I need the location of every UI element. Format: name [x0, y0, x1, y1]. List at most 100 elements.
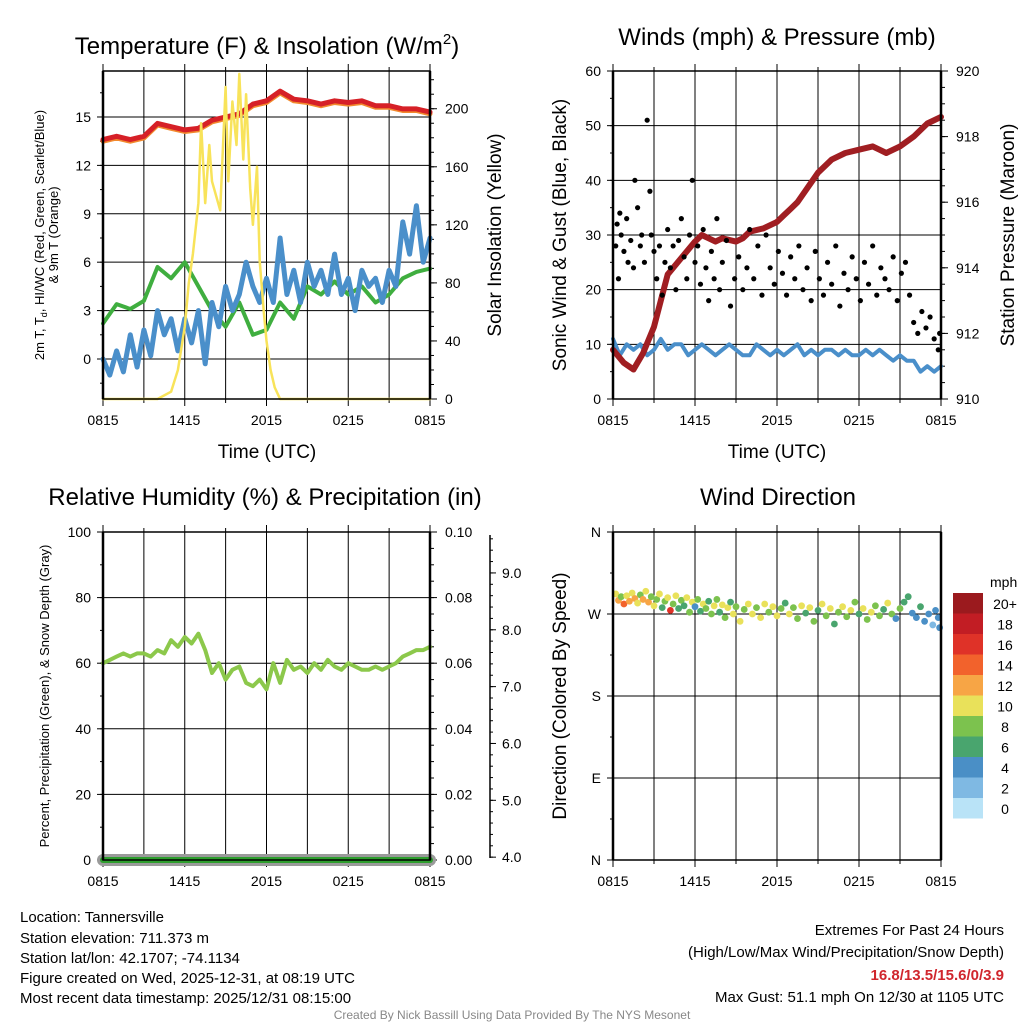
gust-point	[767, 265, 773, 271]
y3-tick-label: 4.0	[502, 849, 522, 865]
temp-y2-label: Solar Insolation (Yellow)	[485, 133, 506, 336]
gust-point	[783, 292, 790, 298]
gust-point	[894, 298, 900, 304]
wind-direction-point	[680, 602, 688, 610]
wind-direction-point	[623, 592, 631, 600]
gust-point	[812, 248, 818, 254]
x-tick-label: 0815	[925, 873, 956, 889]
temp-y-label-line2: & 9m T (Orange)	[46, 186, 61, 283]
colorbar-label: 18	[997, 617, 1013, 633]
wind-direction-point	[917, 603, 924, 611]
wind-direction-point	[727, 598, 734, 606]
extremes-fields: (High/Low/Max Wind/Precipitation/Snow De…	[688, 944, 1004, 961]
wind-direction-point	[761, 600, 769, 608]
gust-point	[841, 270, 847, 276]
wind-direction-point	[710, 602, 718, 610]
wind-direction-point	[839, 603, 846, 611]
wind-direction-point	[683, 594, 691, 601]
wind-direction-point	[658, 604, 666, 612]
gust-point	[898, 270, 904, 276]
gust-point	[747, 226, 753, 233]
wind-direction-point	[843, 613, 851, 621]
station-elevation: Station elevation: 711.373 m	[20, 930, 209, 947]
wind-direction-point	[863, 616, 871, 623]
wind-direction-point	[702, 605, 710, 612]
y-tick-label: 20	[75, 786, 91, 802]
solar-insolation-line	[101, 72, 432, 401]
y3-tick-label: 7.0	[502, 679, 522, 695]
wind-direction-point	[880, 606, 887, 613]
wind-direction-point	[736, 617, 744, 625]
gust-point	[915, 330, 921, 336]
wind-chill-line	[100, 203, 433, 378]
wind-direction-point	[802, 609, 810, 617]
gust-point	[673, 287, 679, 293]
wind-direction-point	[729, 610, 737, 618]
y-tick-label: 30	[585, 227, 601, 243]
gust-point	[662, 259, 668, 265]
gust-point	[667, 265, 674, 271]
dir-y-label: Direction (Colored By Speed)	[550, 572, 571, 819]
gust-point	[833, 243, 839, 249]
gust-point	[692, 259, 698, 265]
gust-point	[935, 347, 941, 353]
wind-direction-point	[708, 610, 715, 618]
x-tick-label: 0815	[87, 412, 118, 428]
wind-direction-point	[617, 593, 625, 601]
gust-point	[740, 287, 746, 293]
temp-y-label: 2m T, Td, HI/WC (Red, Green, Scarlet/Blu…	[32, 110, 49, 360]
gust-point	[755, 243, 761, 249]
x-tick-label: 0215	[843, 873, 874, 889]
gust-point	[630, 265, 637, 271]
wind-direction-point	[831, 620, 838, 628]
wind-direction-point	[724, 604, 732, 612]
gust-point	[706, 298, 712, 304]
gust-point	[931, 336, 937, 342]
gust-point	[771, 281, 777, 287]
gust-point	[711, 276, 717, 282]
x-tick-label: 0815	[87, 873, 118, 889]
y-tick-label: N	[591, 524, 601, 540]
y2-tick-label: 916	[956, 194, 980, 210]
wind-direction-point	[932, 606, 939, 614]
colorbar-swatch	[953, 695, 983, 716]
y-tick-label: 40	[75, 721, 91, 737]
gust-point	[684, 276, 690, 282]
wind-direction-point	[642, 587, 650, 595]
x-tick-label: 0215	[333, 873, 364, 889]
x-tick-label: 2015	[761, 412, 792, 428]
wind-direction-point	[732, 603, 740, 611]
gust-point	[656, 243, 663, 249]
wind-direction-point	[697, 607, 704, 615]
wind-direction-point	[794, 615, 801, 622]
gust-point	[670, 243, 676, 249]
wind-direction-point	[647, 593, 655, 601]
y2-tick-label: 912	[956, 325, 980, 341]
y2-tick-label: 0.00	[445, 852, 472, 868]
extremes-values: 16.8/13.5/15.6/0/3.9	[871, 967, 1004, 984]
wind-direction-point	[667, 606, 674, 614]
colorbar-label: 4	[1001, 760, 1009, 776]
gust-point	[647, 188, 653, 194]
wind-direction-point	[851, 598, 859, 606]
gust-point	[849, 254, 855, 260]
x-tick-label: 1415	[169, 873, 200, 889]
colorbar-label: 12	[997, 678, 1013, 694]
wind-direction-point	[620, 600, 628, 608]
gust-point	[800, 287, 806, 293]
gust-point	[628, 237, 634, 244]
wind-direction-point	[634, 599, 641, 607]
wind-direction-point	[867, 608, 875, 616]
wind-direction-point	[847, 606, 855, 614]
wind-direction-point	[769, 603, 777, 611]
gust-point	[824, 259, 831, 265]
wind-direction-point	[790, 604, 797, 612]
recent-data-timestamp: Most recent data timestamp: 2025/12/31 0…	[20, 990, 351, 1007]
y-tick-label: 10	[585, 336, 601, 352]
gust-point	[857, 298, 863, 304]
colorbar-swatch	[953, 757, 983, 778]
colorbar-label: 14	[997, 658, 1013, 674]
wind-direction-point	[639, 596, 647, 603]
wind-direction-point	[908, 609, 916, 617]
